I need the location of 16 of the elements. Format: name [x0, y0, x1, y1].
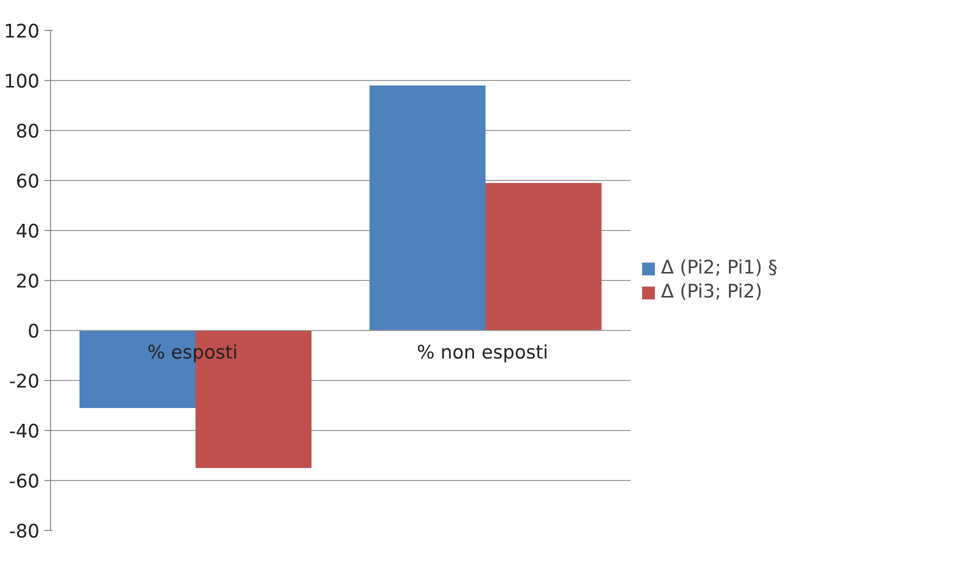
legend-label: Δ (Pi2; Pi1) § — [661, 258, 778, 278]
y-tick-label: -20 — [9, 372, 40, 392]
y-tick-label: 100 — [4, 72, 40, 92]
x-tick-label: % non esposti — [416, 342, 548, 364]
y-tick-label: -40 — [9, 422, 40, 442]
y-tick-label: 0 — [28, 322, 40, 342]
bar — [486, 183, 602, 330]
y-tick-label: -80 — [9, 522, 40, 542]
y-tick-label: -60 — [9, 472, 40, 492]
y-tick-label: 60 — [16, 172, 40, 192]
y-tick-label: 40 — [16, 222, 40, 242]
y-tick-label: 120 — [4, 22, 40, 42]
bar — [370, 86, 486, 330]
legend-label: Δ (Pi3; Pi2) — [661, 282, 762, 302]
y-tick-label: 20 — [16, 272, 40, 292]
y-tick-label: 80 — [16, 122, 40, 142]
